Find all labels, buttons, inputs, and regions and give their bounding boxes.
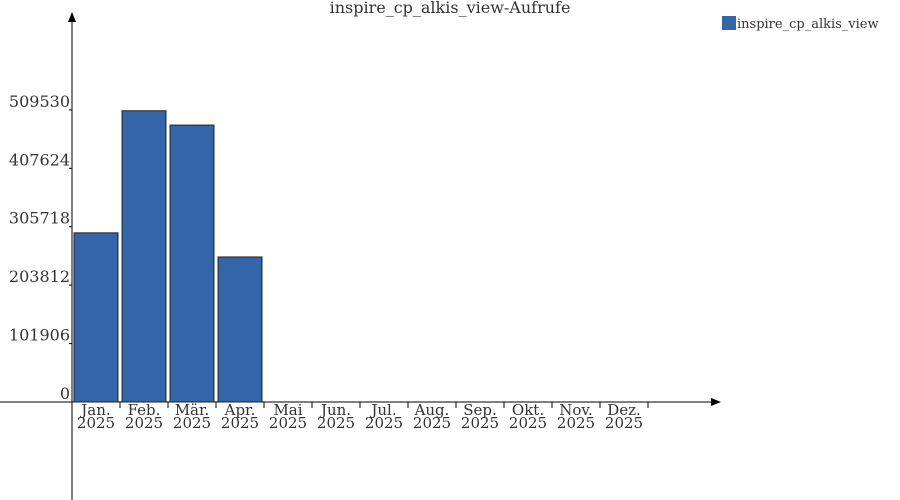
x-tick-label: Mär. 2025 [172, 401, 212, 432]
x-tick-label: Jan. 2025 [76, 401, 116, 432]
y-tick-label: 101906 [9, 326, 70, 345]
bar [73, 232, 119, 403]
chart-title: inspire_cp_alkis_view-Aufrufe [330, 0, 571, 17]
legend-label: inspire_cp_alkis_view [737, 17, 879, 32]
y-axis-arrow [68, 12, 76, 22]
bar [217, 256, 263, 403]
legend-swatch [722, 16, 736, 30]
bar [121, 110, 167, 403]
bar [169, 124, 215, 403]
y-tick-label: 0 [60, 384, 70, 403]
y-tick-label: 305718 [9, 209, 70, 228]
y-tick-label: 509530 [9, 92, 70, 111]
x-tick-label: Jul. 2025 [364, 401, 404, 432]
x-tick-label: Okt. 2025 [508, 401, 548, 432]
x-tick-label: Nov. 2025 [556, 401, 596, 432]
x-tick-label: Apr. 2025 [220, 401, 260, 432]
x-tick-label: Mai 2025 [268, 401, 308, 432]
x-tick-label: Jun. 2025 [316, 401, 356, 432]
y-tick-label: 407624 [9, 150, 70, 169]
x-tick-label: Feb. 2025 [124, 401, 164, 432]
y-tick-label: 203812 [9, 267, 70, 286]
x-axis-arrow [711, 398, 721, 406]
x-tick-label: Aug. 2025 [412, 401, 452, 432]
x-tick-label: Dez. 2025 [604, 401, 644, 432]
x-tick-label: Sep. 2025 [460, 401, 500, 432]
